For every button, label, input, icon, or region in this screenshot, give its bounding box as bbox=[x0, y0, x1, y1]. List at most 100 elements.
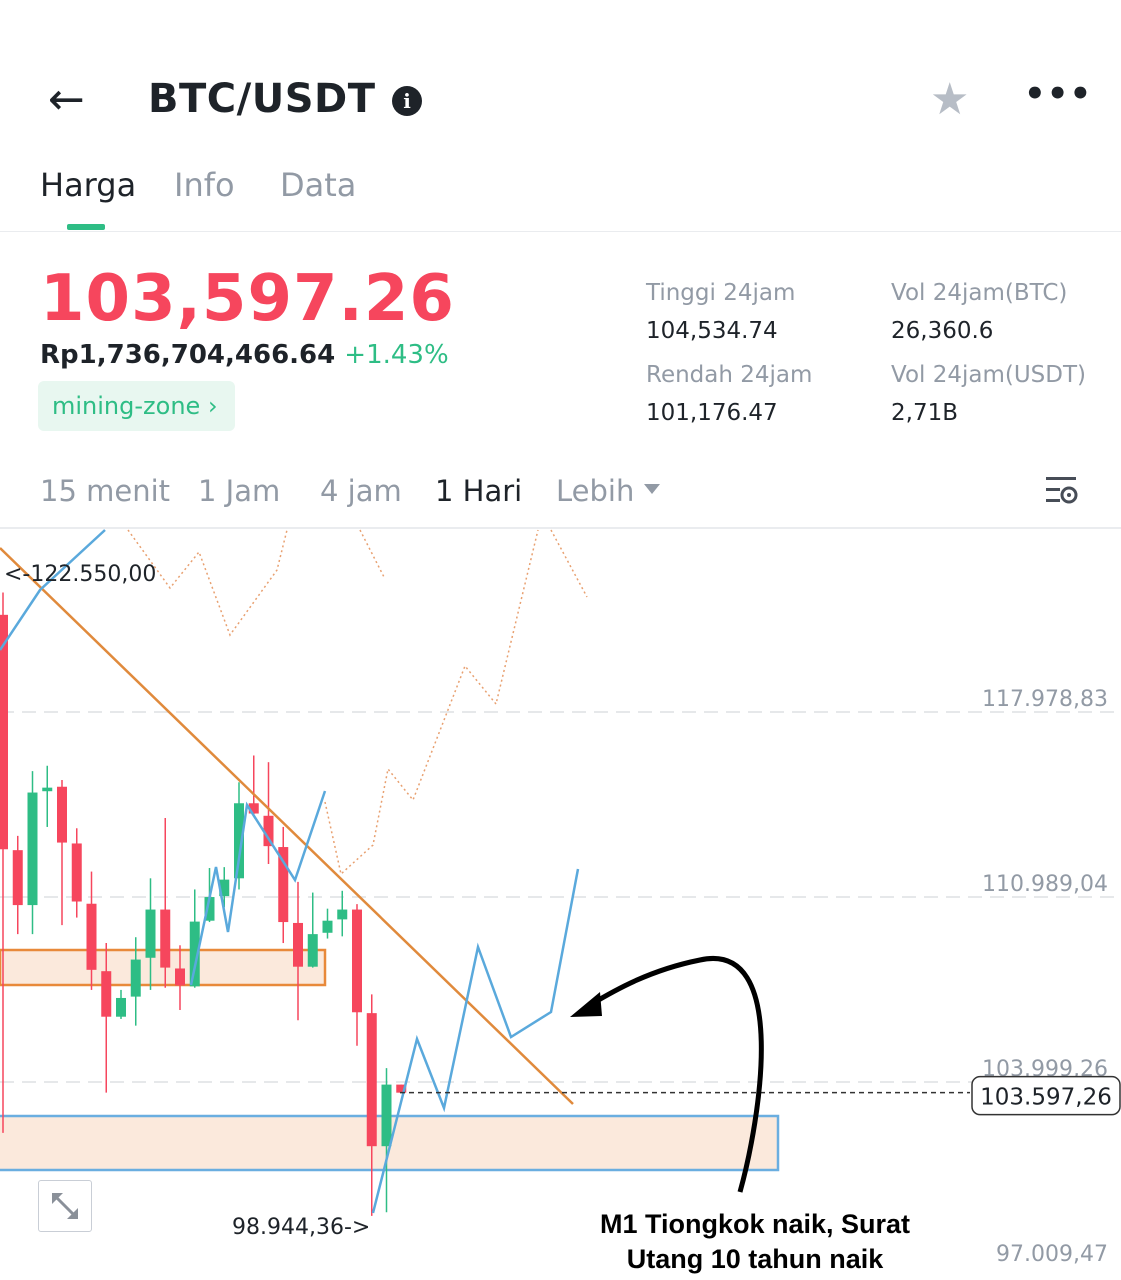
stat-label-vol-btc: Vol 24jam(BTC) bbox=[891, 280, 1068, 306]
candle-body bbox=[263, 815, 274, 847]
candle-body bbox=[293, 922, 303, 967]
candle bbox=[42, 765, 53, 827]
candle-body bbox=[204, 897, 215, 921]
y-tick-label: 97.009,47 bbox=[996, 1242, 1108, 1267]
timeframe-1d[interactable]: 1 Hari bbox=[435, 474, 523, 508]
candle bbox=[145, 878, 156, 990]
annotation-note: M1 Tiongkok naik, Surat Utang 10 tahun n… bbox=[560, 1207, 950, 1277]
candle-body bbox=[86, 903, 97, 970]
candle bbox=[71, 828, 82, 918]
candle-body bbox=[71, 843, 82, 902]
more-dots-icon[interactable]: ••• bbox=[1024, 74, 1093, 114]
timeframe-1h[interactable]: 1 Jam bbox=[198, 474, 281, 508]
wave-line-2 bbox=[189, 790, 327, 986]
caret-down-icon[interactable] bbox=[644, 484, 660, 494]
fiat-price: Rp1,736,704,466.64 +1.43% bbox=[40, 340, 449, 370]
price-change: +1.43% bbox=[344, 340, 449, 370]
candle bbox=[352, 904, 362, 1046]
candle bbox=[263, 762, 274, 865]
candle-body bbox=[278, 847, 289, 923]
candle bbox=[248, 755, 259, 816]
candle bbox=[175, 945, 185, 1011]
candle bbox=[57, 780, 67, 926]
divider bbox=[0, 231, 1121, 232]
projection-dotted-2 bbox=[359, 529, 386, 580]
stat-value-vol-usdt: 2,71B bbox=[891, 400, 958, 426]
candle-body bbox=[0, 614, 8, 850]
candle bbox=[0, 592, 8, 1133]
candle-body bbox=[352, 909, 362, 1013]
high-marker: <-122.550,00 bbox=[4, 562, 156, 587]
candle bbox=[12, 835, 23, 935]
stat-value-high: 104,534.74 bbox=[646, 318, 778, 344]
candle-body bbox=[381, 1084, 392, 1147]
candle-body bbox=[130, 959, 141, 997]
chevron-right-icon: › bbox=[207, 392, 218, 420]
expand-icon[interactable] bbox=[38, 1180, 92, 1232]
projection-dotted-3 bbox=[324, 529, 539, 876]
candle bbox=[27, 771, 38, 935]
arrowhead-icon bbox=[570, 992, 602, 1017]
tab-info[interactable]: Info bbox=[174, 166, 235, 204]
candle bbox=[116, 989, 126, 1019]
candle bbox=[381, 1068, 392, 1213]
projection-dotted-4 bbox=[550, 529, 588, 598]
annotation-line-2: Utang 10 tahun naik bbox=[626, 1244, 884, 1274]
candle bbox=[307, 892, 318, 968]
active-tab-indicator bbox=[67, 224, 105, 230]
candle bbox=[219, 867, 230, 908]
mining-zone-tag[interactable]: mining-zone › bbox=[38, 381, 235, 431]
tab-data[interactable]: Data bbox=[280, 166, 357, 204]
candle bbox=[101, 943, 112, 1093]
stat-value-vol-btc: 26,360.6 bbox=[891, 318, 994, 344]
chart-settings-icon[interactable] bbox=[1044, 474, 1080, 508]
candle-body bbox=[366, 1013, 377, 1147]
candle-body bbox=[189, 921, 200, 987]
last-price: 103,597.26 bbox=[40, 262, 455, 336]
candle-body bbox=[396, 1084, 407, 1093]
timeframe-4h[interactable]: 4 jam bbox=[320, 474, 402, 508]
candle bbox=[366, 994, 377, 1216]
candle-body bbox=[307, 934, 318, 967]
back-button[interactable]: ← bbox=[48, 74, 85, 125]
candle bbox=[337, 890, 348, 937]
candle-body bbox=[175, 968, 185, 986]
info-icon[interactable]: i bbox=[392, 86, 422, 116]
stat-label-high: Tinggi 24jam bbox=[646, 280, 796, 306]
candle bbox=[322, 908, 333, 939]
timeframe-15m[interactable]: 15 menit bbox=[40, 474, 171, 508]
star-icon[interactable]: ★ bbox=[930, 74, 970, 125]
candle-body bbox=[57, 786, 67, 843]
candle-body bbox=[27, 792, 38, 906]
chart-top-border bbox=[0, 527, 1121, 529]
current-price-label: 103.597,26 bbox=[980, 1085, 1112, 1111]
tab-harga[interactable]: Harga bbox=[40, 166, 137, 204]
stat-value-low: 101,176.47 bbox=[646, 400, 778, 426]
annotation-line-1: M1 Tiongkok naik, Surat bbox=[599, 1209, 911, 1239]
candle bbox=[293, 881, 303, 1021]
candle-body bbox=[101, 971, 112, 1017]
annotation-arrow bbox=[588, 955, 764, 1193]
candle bbox=[278, 826, 289, 944]
candle-body bbox=[42, 787, 53, 792]
current-price-box bbox=[971, 1075, 1121, 1116]
candle-body bbox=[116, 997, 126, 1017]
fiat-value: Rp1,736,704,466.64 bbox=[40, 340, 336, 370]
timeframe-more[interactable]: Lebih bbox=[556, 474, 635, 508]
wave-line-3 bbox=[371, 868, 580, 1214]
candle-body bbox=[145, 909, 156, 958]
tag-label: mining-zone bbox=[52, 392, 201, 420]
candle bbox=[234, 782, 244, 890]
candle bbox=[396, 1084, 407, 1093]
y-tick-label: 110.989,04 bbox=[982, 872, 1108, 897]
candle-body bbox=[248, 803, 259, 814]
stat-label-low: Rendah 24jam bbox=[646, 362, 813, 388]
stat-label-vol-usdt: Vol 24jam(USDT) bbox=[891, 362, 1087, 388]
candle-body bbox=[234, 803, 244, 879]
page-title: BTC/USDT bbox=[148, 76, 376, 122]
candle-body bbox=[12, 850, 23, 906]
candle-body bbox=[337, 909, 348, 920]
candle bbox=[130, 937, 141, 1026]
candle bbox=[160, 818, 171, 988]
